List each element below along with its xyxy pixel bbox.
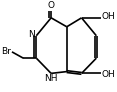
Text: Br: Br	[1, 47, 11, 56]
Text: N: N	[29, 30, 35, 39]
Text: OH: OH	[102, 70, 115, 79]
Text: OH: OH	[102, 13, 115, 22]
Text: O: O	[48, 1, 55, 10]
Text: NH: NH	[44, 74, 58, 83]
